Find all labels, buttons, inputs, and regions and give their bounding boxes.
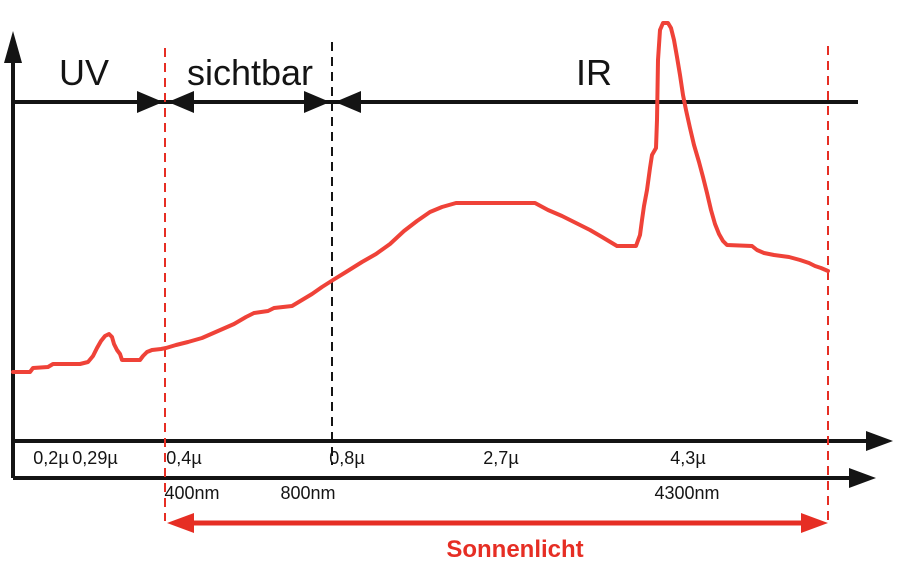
up-arrowhead-icon [4,31,22,63]
micron-tick-label: 0,29µ [72,448,117,468]
band-arrowhead-left-icon [335,91,361,113]
micron-tick-label: 2,7µ [483,448,518,468]
nanometer-axis [13,468,876,488]
vertical-axis [4,31,22,478]
micron-tick-label: 4,3µ [670,448,705,468]
region-label-ir: IR [576,52,612,93]
micron-tick-label: 0,8µ [329,448,364,468]
band-arrowhead-right-icon [137,91,163,113]
sunlight-label: Sonnenlicht [446,536,583,563]
band-arrowhead-right-icon [304,91,330,113]
band-arrowhead-left-icon [168,91,194,113]
right-arrowhead-icon [866,431,893,451]
nm-tick-label: 4300nm [654,483,719,503]
sunlight-arrowhead-right-icon [801,513,828,533]
sunlight-arrowhead-left-icon [167,513,194,533]
micron-axis [13,431,893,451]
right-arrowhead-icon [849,468,876,488]
nm-tick-label: 800nm [280,483,335,503]
micron-tick-label: 0,2µ [33,448,68,468]
nm-tick-label: 400nm [164,483,219,503]
plot-layer: UV sichtbar IR 0,2µ 0,29µ 0,4µ 0,8µ 2,7µ 4,3µ 400… [11,21,830,533]
region-label-uv: UV [59,52,109,93]
region-label-sichtbar: sichtbar [187,52,313,93]
spectrum-curve [11,21,830,374]
micron-tick-label: 0,4µ [166,448,201,468]
